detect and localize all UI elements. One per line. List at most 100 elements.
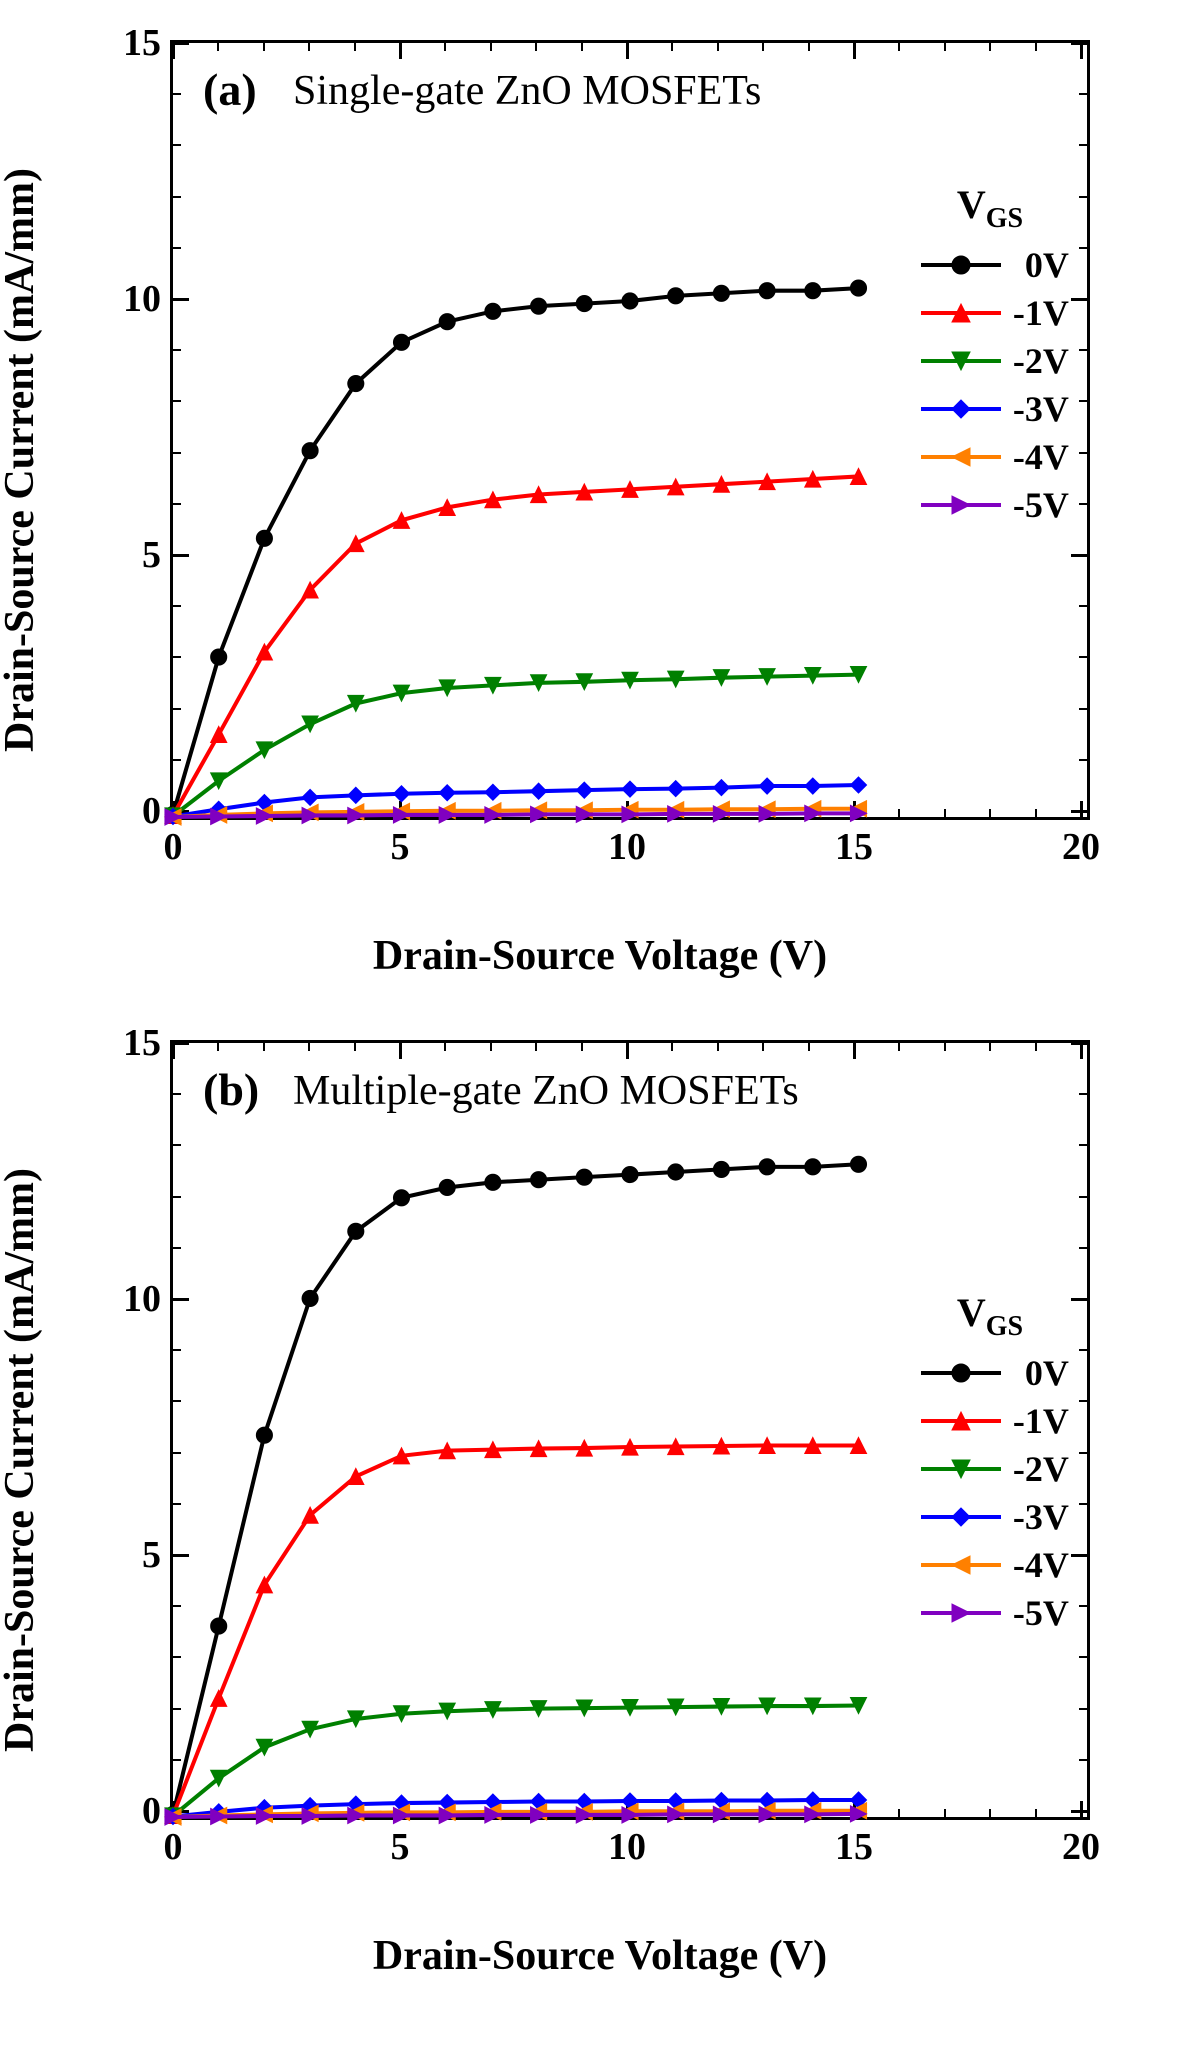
legend-marker-icon <box>949 253 973 277</box>
x-tick-label: 20 <box>1062 825 1100 869</box>
series-marker <box>393 334 409 350</box>
x-tick-label: 15 <box>835 825 873 869</box>
legend-line-icon <box>921 1419 1001 1423</box>
legend-line-icon <box>921 503 1001 507</box>
plot-area-b: (b) Multiple-gate ZnO MOSFETs 0510150510… <box>170 1040 1090 1820</box>
series-marker <box>302 789 318 805</box>
legend-entry: -5V <box>921 1589 1069 1637</box>
legend-label: -3V <box>1009 388 1069 430</box>
series-line <box>173 1164 859 1814</box>
legend-marker-icon <box>949 445 973 469</box>
series-marker <box>439 1179 455 1195</box>
series-marker <box>805 778 821 794</box>
series-marker <box>211 726 227 742</box>
series-marker <box>485 784 501 800</box>
series-marker <box>759 1159 775 1175</box>
x-tick-label: 5 <box>391 1825 410 1869</box>
y-tick-label: 0 <box>142 1789 161 1833</box>
panel-a: Drain-Source Current (mA/mm) Drain-Sourc… <box>50 20 1150 900</box>
legend-marker-icon <box>949 1361 973 1385</box>
series-marker <box>485 1174 501 1190</box>
x-axis-label-a: Drain-Source Voltage (V) <box>373 932 827 980</box>
legend-marker-icon <box>949 493 973 517</box>
legend-marker-icon <box>949 1505 973 1529</box>
series-marker <box>668 288 684 304</box>
series-marker <box>805 1159 821 1175</box>
legend-label: -2V <box>1009 1448 1069 1490</box>
series-marker <box>302 1290 318 1306</box>
legend-label: -5V <box>1009 1592 1069 1634</box>
legend-line-icon <box>921 1515 1001 1519</box>
legend-line-icon <box>921 263 1001 267</box>
plot-area-a: (a) Single-gate ZnO MOSFETs 051015051015… <box>170 40 1090 820</box>
panel-b: Drain-Source Current (mA/mm) Drain-Sourc… <box>50 1020 1150 1900</box>
series-marker <box>850 777 866 793</box>
legend-entry: 0V <box>921 1349 1069 1397</box>
legend-line-icon <box>921 311 1001 315</box>
series-marker <box>348 535 364 551</box>
series-marker <box>439 785 455 801</box>
legend-line-icon <box>921 1563 1001 1567</box>
series-marker <box>531 1172 547 1188</box>
x-axis-label-b: Drain-Source Voltage (V) <box>373 1932 827 1980</box>
legend-entry: 0V <box>921 241 1069 289</box>
y-axis-label-a: Drain-Source Current (mA/mm) <box>0 168 44 752</box>
x-tick-label: 0 <box>164 825 183 869</box>
legend-entry: -1V <box>921 1397 1069 1445</box>
y-tick-label: 10 <box>123 1277 161 1321</box>
legend-line-icon <box>921 359 1001 363</box>
series-marker <box>256 1427 272 1443</box>
series-line <box>173 675 859 816</box>
series-line <box>173 1814 859 1817</box>
legend-entry: -1V <box>921 289 1069 337</box>
legend-line-icon <box>921 1467 1001 1471</box>
legend-line-icon <box>921 1371 1001 1375</box>
x-tick-label: 10 <box>608 1825 646 1869</box>
series-marker <box>622 1167 638 1183</box>
x-tick-label: 10 <box>608 825 646 869</box>
y-tick-label: 0 <box>142 789 161 833</box>
legend-label: 0V <box>1009 1352 1069 1394</box>
series-marker <box>393 1190 409 1206</box>
legend: VGS0V-1V-2V-3V-4V-5V <box>921 181 1069 529</box>
legend-label: -4V <box>1009 1544 1069 1586</box>
legend-label: 0V <box>1009 244 1069 286</box>
series-marker <box>531 783 547 799</box>
series-marker <box>622 781 638 797</box>
series-marker <box>668 1164 684 1180</box>
legend-marker-icon <box>949 1601 973 1625</box>
legend-title: VGS <box>921 1289 1069 1343</box>
legend-marker-icon <box>949 397 973 421</box>
x-tick-label: 5 <box>391 825 410 869</box>
legend-title: VGS <box>921 181 1069 235</box>
legend-entry: -2V <box>921 337 1069 385</box>
y-tick-label: 15 <box>123 1021 161 1065</box>
y-axis-label-b: Drain-Source Current (mA/mm) <box>0 1168 44 1752</box>
series-marker <box>256 530 272 546</box>
legend-marker-icon <box>949 1553 973 1577</box>
series-line <box>173 288 859 814</box>
series-marker <box>622 293 638 309</box>
y-tick-label: 5 <box>142 1533 161 1577</box>
x-tick-label: 15 <box>835 1825 873 1869</box>
y-tick-label: 15 <box>123 21 161 65</box>
y-tick-label: 5 <box>142 533 161 577</box>
series-marker <box>805 283 821 299</box>
series-marker <box>348 1468 364 1484</box>
legend-entry: -5V <box>921 481 1069 529</box>
series-marker <box>576 1169 592 1185</box>
legend-entry: -3V <box>921 1493 1069 1541</box>
series-marker <box>211 1690 227 1706</box>
series-marker <box>211 1618 227 1634</box>
series-marker <box>850 1156 866 1172</box>
legend-entry: -4V <box>921 1541 1069 1589</box>
series-line <box>173 813 859 817</box>
legend-label: -1V <box>1009 292 1069 334</box>
series-marker <box>713 1161 729 1177</box>
series-marker <box>713 780 729 796</box>
series-marker <box>211 649 227 665</box>
series-marker <box>759 778 775 794</box>
series-marker <box>576 782 592 798</box>
legend-entry: -2V <box>921 1445 1069 1493</box>
series-marker <box>713 285 729 301</box>
